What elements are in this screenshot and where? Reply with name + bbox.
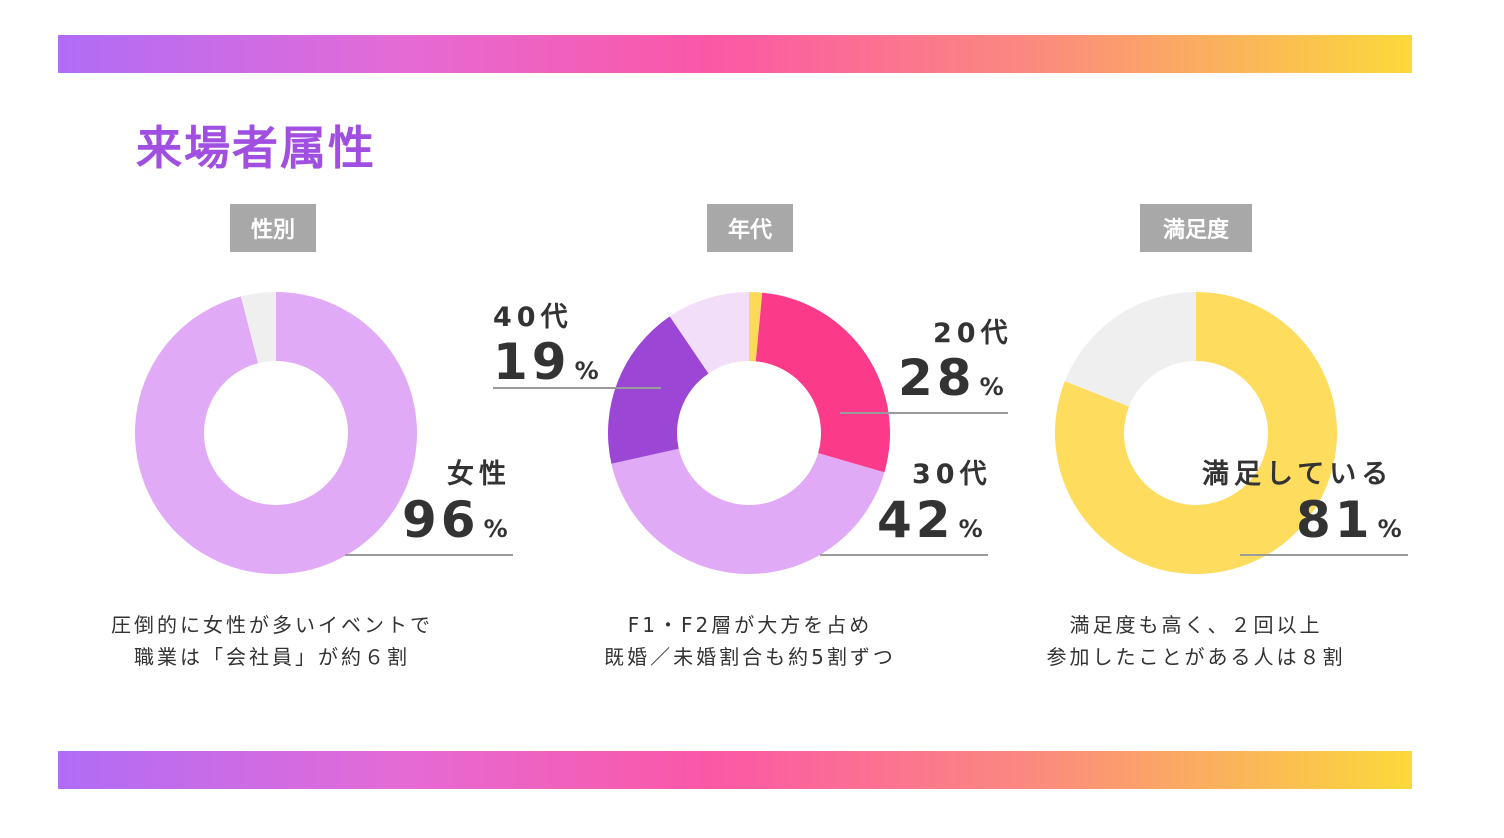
age-slice-1 [755,292,890,473]
age-40s-percent: 19% [493,333,599,391]
age-30s-label: 30代 [912,459,992,490]
gender-caption-line-2: 職業は「会社員」が約６割 [134,645,410,669]
gender-tag: 性別 [230,204,316,252]
satisfaction-donut-chart [1055,292,1337,574]
satisfaction-tag: 満足度 [1140,204,1252,252]
age-20s-callout-line [840,412,1008,414]
age-30s-percent: 42% [877,491,983,549]
top-gradient-bar [58,35,1412,73]
satisfaction-caption: 満足度も高く、２回以上 参加したことがある人は８割 [966,609,1426,673]
age-slice-2 [611,448,885,574]
age-caption-line-2: 既婚／未婚割合も約5割ずつ [604,645,896,669]
age-20s-percent: 28% [898,349,1004,407]
gender-callout-line [345,554,513,556]
age-caption: F1・F2層が大方を占め 既婚／未婚割合も約5割ずつ [520,609,980,673]
age-slice-4 [669,292,749,374]
gender-slice-0 [134,292,417,574]
page-title: 来場者属性 [136,121,376,175]
satisfaction-callout-line [1240,554,1408,556]
satisfaction-percent: 81% [1296,491,1402,549]
satisfaction-label: 満足している [1202,459,1394,490]
age-40s-label: 40代 [493,302,573,333]
age-tag: 年代 [707,204,793,252]
gender-female-label: 女性 [447,459,511,490]
satisfaction-caption-line-2: 参加したことがある人は８割 [1046,645,1346,669]
age-donut-chart [608,292,890,574]
satisfaction-slice-1 [1064,292,1196,407]
age-caption-line-1: F1・F2層が大方を占め [627,613,873,637]
age-slice-3 [608,316,709,464]
gender-slice-1 [240,292,276,364]
age-slice-0 [749,292,763,362]
age-20s-label: 20代 [933,318,1013,349]
age-40s-callout-line [493,387,661,389]
gender-caption: 圧倒的に女性が多いイベントで 職業は「会社員」が約６割 [42,609,502,673]
gender-female-percent: 96% [402,491,508,549]
bottom-gradient-bar [58,751,1412,789]
age-30s-callout-line [820,554,988,556]
satisfaction-caption-line-1: 満足度も高く、２回以上 [1069,613,1323,637]
satisfaction-slice-0 [1055,292,1337,574]
gender-donut-chart [134,292,417,574]
gender-caption-line-1: 圧倒的に女性が多いイベントで [111,613,433,637]
